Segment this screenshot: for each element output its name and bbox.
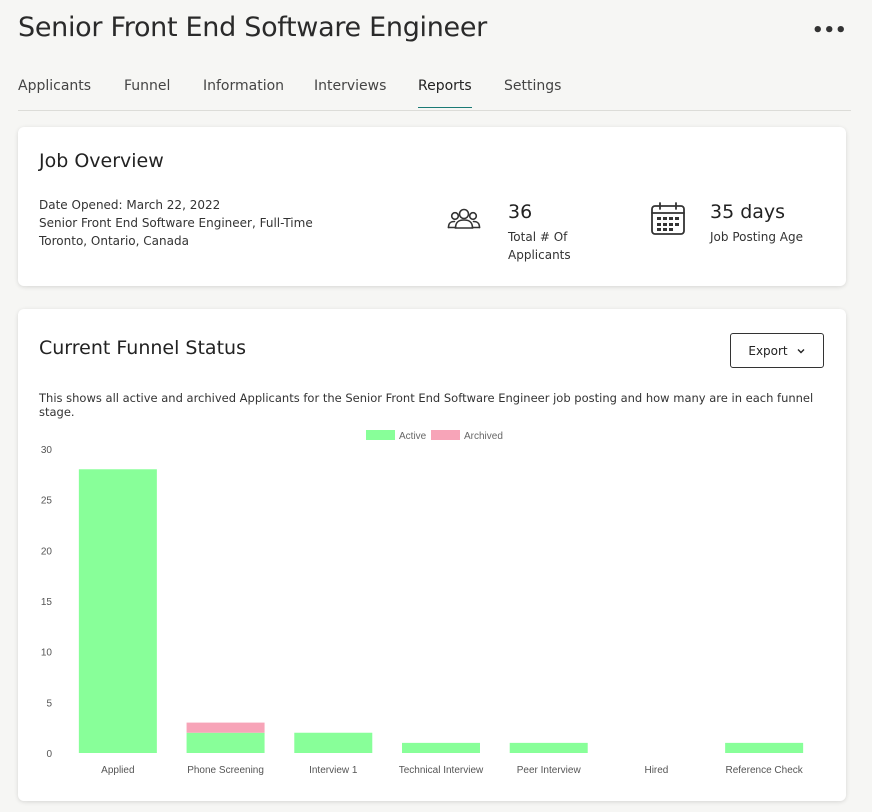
y-tick-label: 30	[41, 445, 53, 456]
bar-active	[78, 469, 157, 753]
tab-information[interactable]: Information	[203, 78, 285, 94]
funnel-status-card: Current Funnel Status Export This shows …	[18, 309, 846, 801]
calendar-icon	[651, 202, 685, 235]
y-tick-label: 15	[41, 597, 53, 608]
tab-applicants[interactable]: Applicants	[18, 78, 92, 94]
legend-label-active: Active	[399, 431, 427, 442]
x-tick-label: Interview 1	[309, 765, 358, 776]
x-tick-label: Reference Check	[726, 765, 804, 776]
x-tick-label: Technical Interview	[399, 765, 484, 776]
bar-active	[186, 732, 265, 753]
bar-active	[294, 732, 373, 753]
more-options-button[interactable]: •••	[812, 20, 847, 42]
y-tick-label: 25	[41, 496, 53, 507]
bar-active	[402, 742, 480, 753]
applicants-label-line1: Total # Of	[508, 230, 568, 244]
x-tick-label: Phone Screening	[187, 765, 264, 776]
x-tick-label: Peer Interview	[517, 765, 582, 776]
legend-swatch-archived	[431, 430, 460, 440]
y-tick-label: 10	[41, 648, 53, 659]
job-overview-card: Job Overview Date Opened: March 22, 2022…	[18, 127, 846, 286]
x-tick-label: Hired	[644, 765, 668, 776]
x-tick-label: Applied	[101, 765, 134, 776]
posting-age-label: Job Posting Age	[710, 230, 803, 244]
tab-funnel[interactable]: Funnel	[124, 78, 171, 94]
date-opened: Date Opened: March 22, 2022	[39, 198, 221, 212]
applicants-label-line2: Applicants	[508, 248, 571, 262]
bar-active	[509, 742, 588, 753]
tab-settings[interactable]: Settings	[504, 78, 562, 94]
legend-swatch-active	[366, 430, 395, 440]
bar-active	[725, 742, 804, 753]
bar-archived	[186, 722, 265, 733]
y-tick-label: 5	[46, 698, 52, 709]
export-label: Export	[748, 343, 788, 358]
users-icon	[447, 208, 481, 229]
legend-label-archived: Archived	[464, 431, 503, 442]
funnel-status-title: Current Funnel Status	[39, 337, 246, 359]
tab-bar: Applicants Funnel Information Interviews…	[18, 70, 851, 111]
chevron-down-icon	[797, 348, 805, 353]
export-button[interactable]: Export	[730, 333, 824, 368]
funnel-description: This shows all active and archived Appli…	[39, 391, 814, 419]
job-location: Toronto, Ontario, Canada	[39, 234, 189, 248]
posting-age-value: 35 days	[710, 201, 786, 223]
tab-reports[interactable]: Reports	[418, 78, 472, 108]
applicants-count: 36	[508, 201, 533, 223]
y-tick-label: 0	[46, 749, 52, 760]
job-overview-title: Job Overview	[39, 150, 164, 172]
page-title: Senior Front End Software Engineer	[18, 12, 487, 43]
tab-interviews[interactable]: Interviews	[314, 78, 387, 94]
funnel-chart: 0 5 10 15 20 25 30 Applied Phone Screening Interv…	[41, 430, 804, 776]
job-position: Senior Front End Software Engineer, Full…	[39, 216, 313, 230]
more-horizontal-icon: •••	[812, 20, 847, 41]
y-tick-label: 20	[41, 546, 53, 557]
